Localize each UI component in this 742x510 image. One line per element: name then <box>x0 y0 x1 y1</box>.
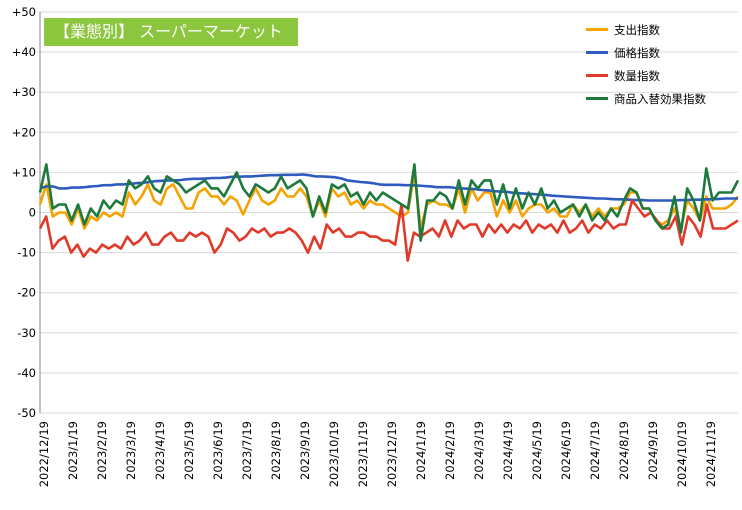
legend-label-price: 価格指数 <box>614 45 660 60</box>
series-line-1 <box>39 173 738 202</box>
x-tick-label: 2024/7/19 <box>588 421 602 480</box>
x-tick-label: 2024/5/19 <box>530 421 544 480</box>
x-axis-tick-labels: 2022/12/19 2023/1/19 2023/2/19 2023/3/19 202… <box>37 421 718 487</box>
y-axis-tick-labels: +50 +40 +30 +20 +10 0 -10 -20 -30 -40 -50 <box>12 5 36 420</box>
y-tick-label: -40 <box>17 366 36 380</box>
x-tick-label: 2023/8/19 <box>269 421 283 480</box>
x-tick-label: 2023/11/19 <box>356 421 370 487</box>
x-tick-label: 2023/6/19 <box>211 421 225 480</box>
x-tick-label: 2023/9/19 <box>298 421 312 480</box>
x-tick-label: 2023/7/19 <box>240 421 254 480</box>
legend-swatch-quantity <box>586 74 608 77</box>
x-tick-label: 2024/4/19 <box>501 421 515 480</box>
x-tick-label: 2024/3/19 <box>472 421 486 480</box>
y-tick-label: +10 <box>12 165 36 179</box>
legend-item-quantity: 数量指数 <box>586 64 706 87</box>
y-tick-label: +40 <box>12 45 36 59</box>
x-tick-label: 2023/3/19 <box>124 421 138 480</box>
x-tick-label: 2023/12/19 <box>385 421 399 487</box>
y-tick-label: -50 <box>17 406 36 420</box>
legend-item-substitution: 商品入替効果指数 <box>586 87 706 110</box>
legend: 支出指数 価格指数 数量指数 商品入替効果指数 <box>586 18 706 110</box>
y-tick-label: +50 <box>12 5 36 19</box>
chart-title: 【業態別】 スーパーマーケット <box>44 18 298 46</box>
legend-label-substitution: 商品入替効果指数 <box>614 91 706 106</box>
y-tick-label: -30 <box>17 326 36 340</box>
x-tick-label: 2023/10/19 <box>327 421 341 487</box>
x-tick-label: 2024/8/19 <box>617 421 631 480</box>
legend-label-spending: 支出指数 <box>614 22 660 37</box>
legend-swatch-substitution <box>586 97 608 100</box>
x-tick-label: 2024/9/19 <box>646 421 660 480</box>
x-tick-label: 2024/1/19 <box>414 421 428 480</box>
y-tick-label: -10 <box>17 246 36 260</box>
series-line-3 <box>38 163 740 242</box>
x-tick-label: 2023/5/19 <box>182 421 196 480</box>
x-tick-label: 2024/11/19 <box>704 421 718 487</box>
y-tick-label: +30 <box>12 85 36 99</box>
x-tick-label: 2022/12/19 <box>37 421 51 487</box>
legend-item-spending: 支出指数 <box>586 18 706 41</box>
y-tick-label: +20 <box>12 125 36 139</box>
x-tick-label: 2023/4/19 <box>153 421 167 480</box>
x-tick-label: 2024/2/19 <box>443 421 457 480</box>
y-tick-label: 0 <box>29 206 36 220</box>
gridlines <box>40 11 738 414</box>
x-tick-label: 2024/10/19 <box>675 421 689 487</box>
legend-swatch-price <box>586 51 608 54</box>
series-lines <box>38 163 740 262</box>
legend-item-price: 価格指数 <box>586 41 706 64</box>
x-tick-label: 2024/6/19 <box>559 421 573 480</box>
y-tick-label: -20 <box>17 286 36 300</box>
series-line-2 <box>38 199 739 262</box>
x-tick-label: 2023/2/19 <box>95 421 109 480</box>
legend-label-quantity: 数量指数 <box>614 68 660 83</box>
legend-swatch-spending <box>586 28 608 31</box>
x-tick-label: 2023/1/19 <box>66 421 80 480</box>
